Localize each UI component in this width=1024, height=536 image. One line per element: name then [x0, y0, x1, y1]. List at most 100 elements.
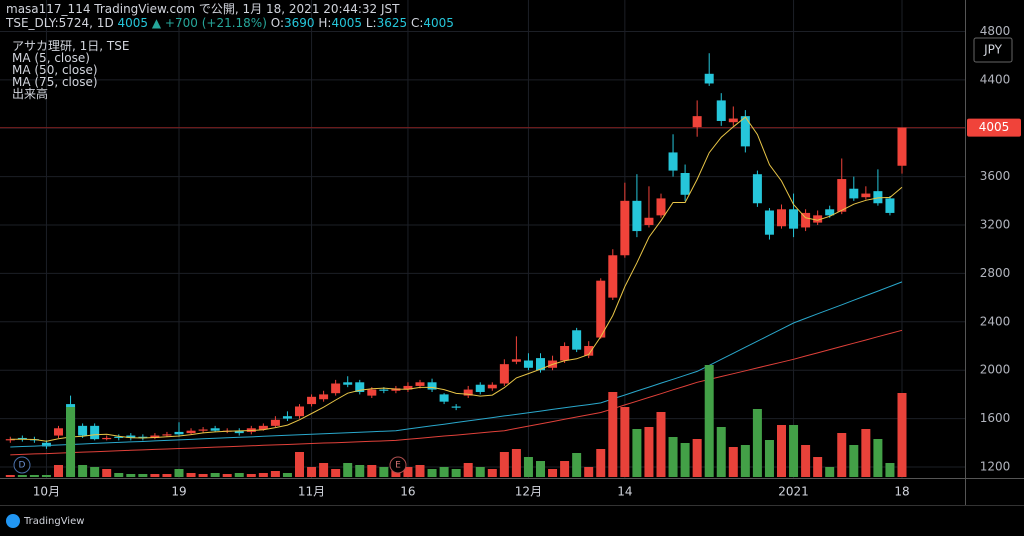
volume-bar: [704, 365, 714, 477]
volume-bar: [29, 475, 39, 477]
candle-body: [777, 209, 786, 227]
x-tick-label: 14: [617, 485, 632, 499]
volume-bar: [379, 467, 389, 477]
candle-body: [536, 358, 545, 371]
volume-bar: [656, 412, 666, 477]
event-marker[interactable]: E: [389, 456, 407, 474]
volume-bar: [825, 467, 835, 477]
candle-body: [439, 394, 449, 402]
candle-body: [355, 382, 365, 392]
candle-body: [295, 406, 304, 417]
volume-bar: [861, 429, 871, 477]
candle-body: [837, 179, 847, 212]
x-tick-label: 12月: [515, 485, 542, 499]
candle-body: [801, 212, 811, 228]
volume-bar: [307, 467, 317, 477]
last-price-box: [967, 118, 1021, 137]
candle-body: [307, 396, 317, 405]
currency-box[interactable]: [973, 37, 1013, 63]
ma-line: [10, 329, 903, 456]
layer: [5, 365, 907, 477]
currency: JPY: [983, 43, 1003, 57]
volume-bar: [596, 449, 606, 477]
candle-body: [331, 383, 341, 394]
footer-logo: [6, 514, 20, 528]
ma-line: [10, 281, 903, 448]
volume-bar: [126, 474, 136, 477]
volume-bar: [186, 473, 196, 477]
candle-body: [692, 116, 702, 128]
candle-body: [523, 360, 533, 368]
candle-body: [186, 430, 196, 434]
candle-body: [282, 416, 292, 419]
volume-bar: [246, 474, 256, 477]
volume-bar: [548, 469, 558, 477]
change: ▲ +700 (+21.18%): [151, 16, 267, 30]
volume-bar: [198, 474, 208, 477]
candle-body: [150, 435, 160, 438]
candle-body: [343, 382, 353, 385]
footer-brand: TradingView: [23, 516, 84, 527]
x-tick-label: 19: [171, 485, 186, 499]
candle-body: [644, 217, 654, 226]
candle-body: [704, 73, 714, 84]
candle-body: [728, 118, 738, 123]
x-tick-label: 2021: [778, 485, 809, 499]
volume-bar: [90, 467, 100, 477]
volume-bar: [343, 463, 353, 477]
candle-body: [813, 215, 823, 223]
volume-bar: [331, 469, 341, 477]
volume-bar: [620, 407, 630, 477]
volume-bar: [813, 457, 823, 477]
candle-body: [740, 116, 750, 147]
volume-bar: [777, 425, 786, 477]
last-price: 4005: [117, 16, 149, 30]
candle-body: [825, 209, 835, 216]
volume-bar: [873, 439, 883, 477]
candle-body: [258, 425, 268, 430]
volume-bar: [427, 469, 437, 477]
h-label: H:: [318, 16, 332, 30]
volume-bar: [487, 469, 497, 477]
candle-body: [174, 431, 184, 435]
volume-bar: [740, 445, 750, 477]
volume-bar: [849, 445, 859, 477]
x-tick-label: 16: [400, 485, 415, 499]
volume-bar: [885, 463, 895, 477]
layer: [5, 53, 907, 456]
candle-body: [499, 364, 509, 384]
c-label: C:: [410, 16, 424, 30]
legend-volume[interactable]: 出来高: [12, 87, 49, 101]
volume-bar: [644, 427, 654, 477]
volume-bar: [680, 443, 690, 477]
volume-bar: [102, 469, 112, 477]
x-tick-label: 10月: [33, 485, 60, 499]
volume-bar: [17, 475, 27, 477]
l-value: 3625: [376, 16, 408, 30]
legend-ma[interactable]: MA (50, close): [12, 63, 98, 77]
volume-bar: [78, 465, 88, 477]
volume-bar: [258, 473, 268, 477]
volume-bar: [451, 469, 461, 477]
candle-body: [572, 330, 582, 350]
candle-body: [451, 406, 461, 408]
volume-bar: [319, 463, 329, 477]
x-tick-label: 18: [894, 485, 909, 499]
volume-bar: [270, 471, 280, 477]
candle-body: [584, 346, 594, 356]
legend-ma[interactable]: MA (5, close): [12, 51, 90, 65]
legend-ma[interactable]: MA (75, close): [12, 75, 98, 89]
candle-body: [126, 435, 136, 438]
volume-bar: [560, 461, 570, 477]
event-marker[interactable]: D: [13, 456, 31, 474]
legend-title[interactable]: アサカ理研, 1日, TSE: [12, 39, 130, 53]
candle-body: [632, 200, 642, 232]
event-label: E: [395, 461, 401, 471]
volume-bar: [692, 439, 702, 477]
volume-bar: [608, 392, 618, 477]
candle-body: [596, 280, 606, 338]
candle-body: [234, 430, 244, 434]
y-tick-label: 4400: [980, 72, 1011, 86]
volume-bar: [668, 437, 678, 477]
